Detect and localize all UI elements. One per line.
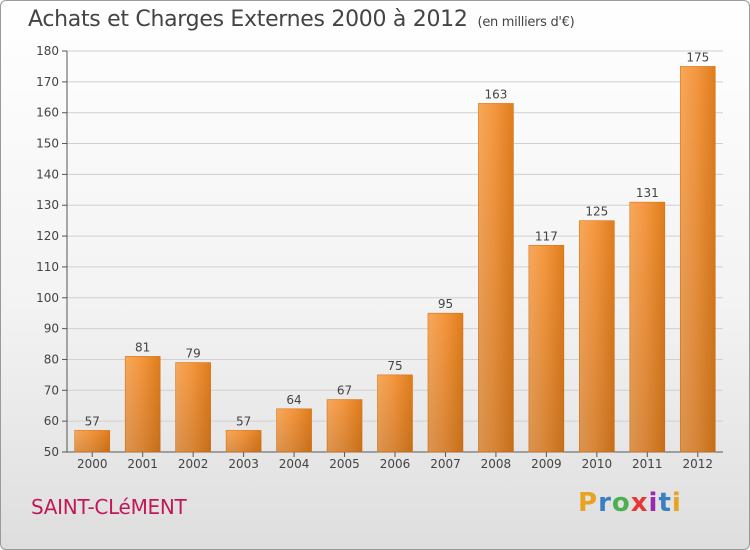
y-tick-label: 90: [44, 322, 59, 336]
y-tick-label: 180: [36, 44, 59, 58]
bar-shade: [175, 362, 211, 452]
y-tick-label: 130: [36, 198, 59, 212]
logo-letter: x: [630, 488, 649, 518]
bar-shade: [226, 430, 262, 452]
bar-shade: [125, 356, 161, 452]
bar-value-label: 117: [535, 229, 558, 243]
x-tick-label: 2002: [178, 457, 209, 471]
x-tick-label: 2012: [682, 457, 713, 471]
bar-shade: [427, 313, 463, 452]
bar-value-label: 125: [585, 205, 608, 219]
y-tick-label: 100: [36, 291, 59, 305]
labels: 50 60 70 80 90 100 110 120 130 140 150 160 170 180 57 2…: [36, 44, 713, 471]
bar-shade: [327, 399, 363, 452]
y-tick-label: 140: [36, 167, 59, 181]
proxiti-logo: Proxiti: [578, 488, 682, 518]
bar-value-label: 163: [484, 87, 507, 101]
bar-value-label: 64: [286, 393, 301, 407]
y-tick-label: 80: [44, 352, 59, 366]
bar-value-label: 175: [686, 50, 709, 64]
bar-value-label: 81: [135, 340, 150, 354]
x-tick-label: 2011: [632, 457, 663, 471]
y-tick-label: 110: [36, 260, 59, 274]
logo-letter: t: [658, 488, 672, 518]
logo-letter: r: [598, 488, 612, 518]
bar-value-label: 57: [236, 414, 251, 428]
x-tick-label: 2010: [582, 457, 613, 471]
bar-shade: [579, 220, 615, 452]
bar-shade: [680, 66, 716, 452]
bar-shade: [74, 430, 110, 452]
x-tick-label: 2005: [329, 457, 360, 471]
city-name: SAINT-CLéMENT: [31, 495, 187, 519]
bar-shade: [629, 202, 665, 452]
y-tick-label: 160: [36, 106, 59, 120]
bar-value-label: 95: [438, 297, 453, 311]
bar-value-label: 75: [387, 359, 402, 373]
title-text: Achats et Charges Externes 2000 à 2012: [28, 7, 468, 32]
y-tick-label: 60: [44, 414, 59, 428]
bar-value-label: 131: [636, 186, 659, 200]
chart-subtitle: (en milliers d'€): [477, 15, 575, 30]
y-tick-label: 50: [44, 445, 59, 459]
x-tick-label: 2003: [228, 457, 259, 471]
y-tick-label: 70: [44, 383, 59, 397]
y-tick-label: 120: [36, 229, 59, 243]
x-tick-label: 2001: [127, 457, 158, 471]
logo-letter: o: [611, 488, 631, 518]
bar-shade: [276, 408, 312, 452]
chart-title: Achats et Charges Externes 2000 à 2012 (e…: [28, 7, 575, 32]
x-tick-label: 2009: [531, 457, 562, 471]
bar-value-label: 79: [186, 347, 201, 361]
bar-shade: [478, 103, 514, 452]
logo-letter: i: [648, 488, 659, 518]
bars: [74, 66, 716, 453]
bar-value-label: 67: [337, 384, 352, 398]
x-tick-label: 2000: [77, 457, 108, 471]
bar-shade: [528, 245, 564, 452]
x-tick-label: 2006: [380, 457, 411, 471]
x-tick-label: 2007: [430, 457, 461, 471]
logo-letter: i: [671, 488, 682, 518]
y-tick-label: 170: [36, 75, 59, 89]
logo-letter: P: [578, 488, 599, 518]
bar-shade: [377, 374, 413, 452]
y-tick-label: 150: [36, 137, 59, 151]
x-tick-label: 2008: [481, 457, 512, 471]
x-tick-label: 2004: [279, 457, 310, 471]
bar-value-label: 57: [85, 414, 100, 428]
